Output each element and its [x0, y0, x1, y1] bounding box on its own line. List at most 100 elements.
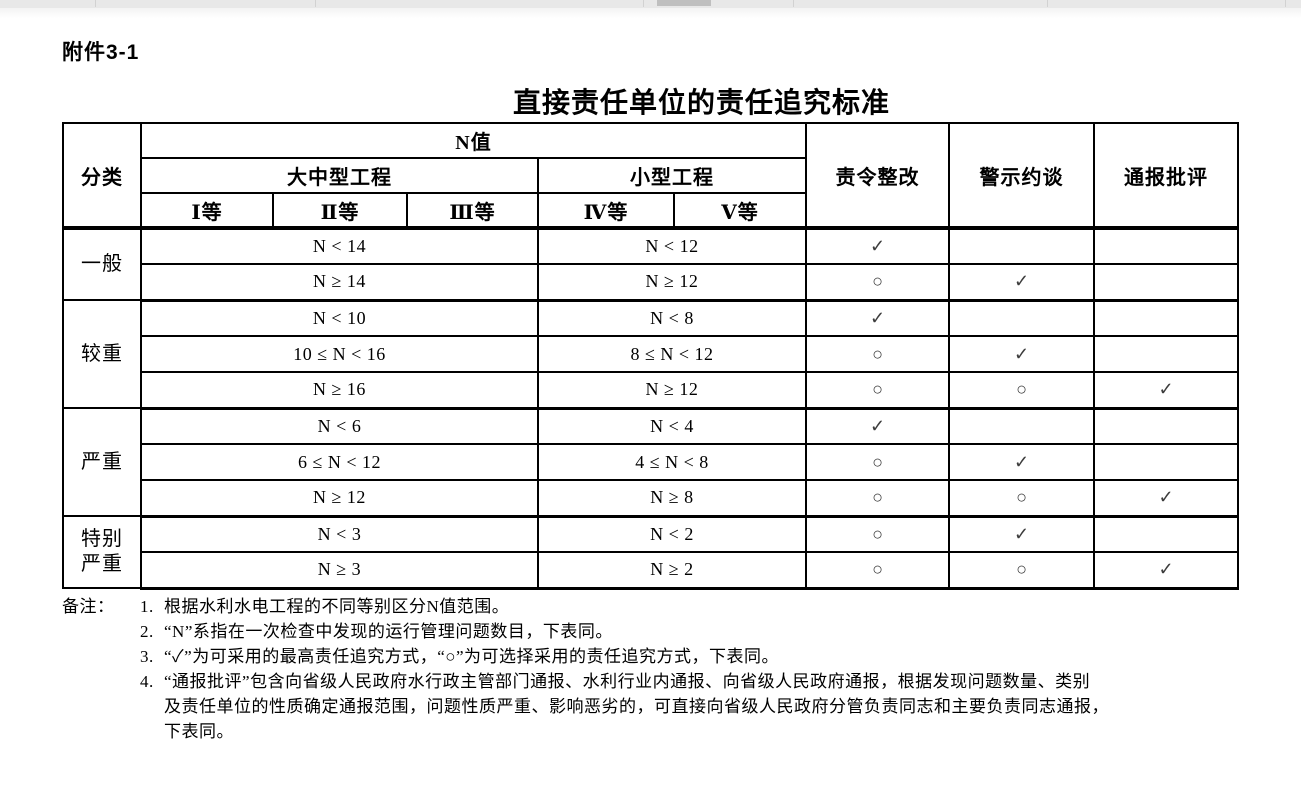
scrollbar-tick: [643, 0, 644, 7]
measure-mark-cell: ✓: [805, 407, 950, 445]
n-range-large-medium-cell: N ≥ 14: [140, 263, 539, 302]
table-row: 较重 N < 10 N < 8 ✓: [62, 299, 1239, 409]
scrollbar-tick: [315, 0, 316, 7]
note-number: 2.: [140, 622, 154, 641]
note-text: “N”系指在一次检查中发现的运行管理问题数目，下表同。: [164, 622, 613, 641]
n-range-large-medium-cell: N ≥ 12: [140, 479, 539, 518]
measure-mark-cell: [1093, 443, 1239, 481]
n-range-small-cell: N ≥ 2: [537, 551, 807, 590]
measure-mark-cell: ✓: [948, 515, 1095, 553]
accountability-table: 分类 N值 责令整改 警示约谈 通报批评 大中型工程 小型工程 Ⅰ等 Ⅱ等 Ⅲ等…: [62, 122, 1239, 590]
measure-mark-cell: ✓: [1093, 371, 1239, 410]
scrollbar-tick: [1047, 0, 1048, 7]
footnotes: 备注： 1. 根据水利水电工程的不同等别区分N值范围。 2. “N”系指在一次检查中发…: [62, 594, 1252, 744]
n-range-large-medium-cell: 6 ≤ N < 12: [140, 443, 539, 481]
scrollbar-tick: [793, 0, 794, 7]
header-measure-warning: 警示约谈: [948, 122, 1095, 230]
note-item: 1. 根据水利水电工程的不同等别区分N值范围。: [140, 594, 1252, 619]
n-range-large-medium-cell: N < 10: [140, 299, 539, 337]
n-range-small-cell: N ≥ 8: [537, 479, 807, 518]
n-range-small-cell: N < 4: [537, 407, 807, 445]
header-category: 分类: [62, 122, 142, 230]
measure-mark-cell: ○: [805, 515, 950, 553]
table-row: N ≥ 12 N ≥ 8 ○ ○ ✓: [63, 479, 1239, 518]
table-row: 10 ≤ N < 16 8 ≤ N < 12 ○ ✓: [63, 335, 1239, 373]
scrollbar-tick: [95, 0, 96, 7]
measure-mark-cell: ○: [805, 335, 950, 373]
note-item: 3. “✓”为可采用的最高责任追究方式，“○”为可选择采用的责任追究方式，下表同。: [140, 644, 1252, 669]
measure-mark-cell: [948, 407, 1095, 445]
measure-mark-cell: ○: [805, 263, 950, 302]
measure-mark-cell: ○: [948, 479, 1095, 518]
measure-mark-cell: ✓: [805, 227, 950, 265]
note-text: “✓”为可采用的最高责任追究方式，“○”为可选择采用的责任追究方式，下表同。: [164, 647, 780, 666]
measure-mark-cell: [1093, 407, 1239, 445]
header-grade-2: Ⅱ等: [272, 192, 408, 230]
category-cell: 特别 严重: [62, 515, 142, 589]
toolbar-shadow: [0, 8, 1301, 18]
header-measure-rectify: 责令整改: [805, 122, 950, 230]
note-item: 4. “通报批评”包含向省级人民政府水行政主管部门通报、水利行业内通报、向省级人民…: [140, 669, 1252, 744]
n-range-large-medium-cell: N < 6: [140, 407, 539, 445]
measure-mark-cell: ○: [805, 371, 950, 410]
n-range-small-cell: N < 8: [537, 299, 807, 337]
measure-mark-cell: ○: [948, 551, 1095, 590]
n-range-small-cell: N ≥ 12: [537, 263, 807, 302]
scrollbar-thumb[interactable]: [657, 0, 711, 6]
scrollbar-tick: [1285, 0, 1286, 7]
n-range-small-cell: N ≥ 12: [537, 371, 807, 410]
measure-mark-cell: ○: [948, 371, 1095, 410]
header-large-medium-projects: 大中型工程: [140, 157, 539, 194]
n-range-small-cell: 8 ≤ N < 12: [537, 335, 807, 373]
measure-mark-cell: [948, 227, 1095, 265]
table-row: N ≥ 16 N ≥ 12 ○ ○ ✓: [63, 371, 1239, 410]
n-range-large-medium-cell: N ≥ 3: [140, 551, 539, 590]
measure-mark-cell: ✓: [948, 443, 1095, 481]
n-range-large-medium-cell: N < 14: [140, 227, 539, 265]
n-range-small-cell: N < 2: [537, 515, 807, 553]
category-cell: 严重: [62, 407, 142, 517]
header-grade-5: Ⅴ等: [673, 192, 807, 230]
n-range-small-cell: N < 12: [537, 227, 807, 265]
n-range-small-cell: 4 ≤ N < 8: [537, 443, 807, 481]
note-item: 2. “N”系指在一次检查中发现的运行管理问题数目，下表同。: [140, 619, 1252, 644]
table-row: 6 ≤ N < 12 4 ≤ N < 8 ○ ✓: [63, 443, 1239, 481]
notes-list: 1. 根据水利水电工程的不同等别区分N值范围。 2. “N”系指在一次检查中发现的运行…: [62, 594, 1252, 744]
measure-mark-cell: ✓: [805, 299, 950, 337]
header-n-value: N值: [140, 122, 807, 159]
measure-mark-cell: ✓: [1093, 479, 1239, 518]
n-range-large-medium-cell: 10 ≤ N < 16: [140, 335, 539, 373]
measure-mark-cell: ✓: [948, 335, 1095, 373]
category-cell: 较重: [62, 299, 142, 409]
header-small-projects: 小型工程: [537, 157, 807, 194]
note-text: “通报批评”包含向省级人民政府水行政主管部门通报、水利行业内通报、向省级人民政府…: [164, 672, 1109, 741]
header-grade-4: Ⅳ等: [537, 192, 675, 230]
attachment-label: 附件3-1: [62, 41, 140, 64]
measure-mark-cell: ○: [805, 551, 950, 590]
note-number: 4.: [140, 672, 154, 691]
header-grade-1: Ⅰ等: [140, 192, 274, 230]
note-text: 根据水利水电工程的不同等别区分N值范围。: [164, 597, 510, 616]
n-range-large-medium-cell: N < 3: [140, 515, 539, 553]
measure-mark-cell: [1093, 299, 1239, 337]
measure-mark-cell: ○: [805, 443, 950, 481]
category-cell: 一般: [62, 227, 142, 301]
header-grade-3: Ⅲ等: [406, 192, 539, 230]
measure-mark-cell: ✓: [1093, 551, 1239, 590]
header-measure-criticism: 通报批评: [1093, 122, 1239, 230]
measure-mark-cell: ○: [805, 479, 950, 518]
note-number: 1.: [140, 597, 154, 616]
table-body: 一般 N < 14 N < 12 ✓ N ≥ 14 N ≥ 12 ○ ✓ 较重 N < 10 N <…: [62, 227, 1239, 590]
note-number: 3.: [140, 647, 154, 666]
page-title: 直接责任单位的责任追究标准: [512, 87, 890, 118]
measure-mark-cell: [1093, 515, 1239, 553]
measure-mark-cell: [1093, 227, 1239, 265]
measure-mark-cell: ✓: [948, 263, 1095, 302]
table-row: N ≥ 14 N ≥ 12 ○ ✓: [63, 263, 1239, 302]
measure-mark-cell: [1093, 335, 1239, 373]
measure-mark-cell: [948, 299, 1095, 337]
table-row: 一般 N < 14 N < 12 ✓: [62, 227, 1239, 301]
notes-label: 备注：: [62, 597, 115, 616]
